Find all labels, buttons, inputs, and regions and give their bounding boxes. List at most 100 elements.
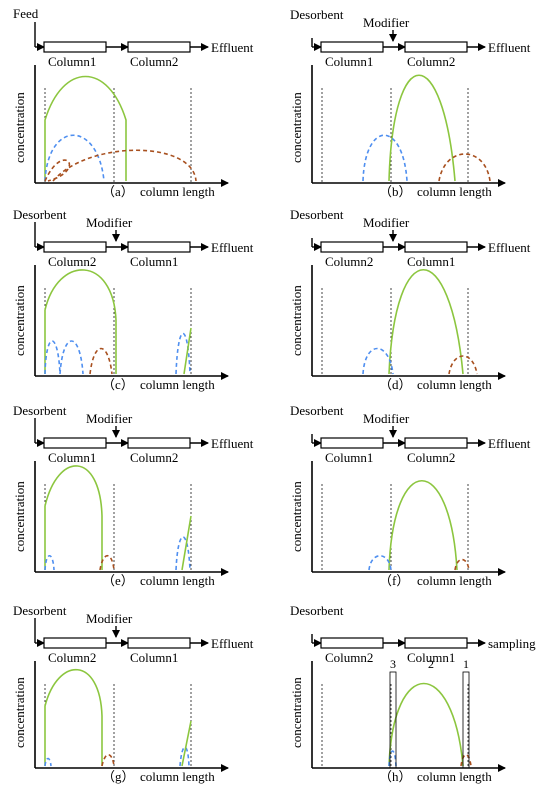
column-box-2: [404, 437, 468, 449]
column-label-2: Column2: [130, 54, 178, 69]
column-box-1: [320, 437, 384, 449]
column-label-2: Column1: [407, 650, 455, 665]
x-axis-label: column length: [417, 573, 492, 588]
outlet-label: Effluent: [211, 436, 254, 451]
y-axis-label: concentration: [289, 677, 304, 748]
panel-label: （c）: [102, 377, 134, 392]
curve-green-1: [388, 682, 464, 767]
column-label-1: Column2: [325, 254, 373, 269]
panel-d: Desorbent Effluent Column2 Column1 Modifier c…: [289, 207, 531, 392]
column-label-2: Column2: [130, 450, 178, 465]
sampling-marker-3: 3: [390, 657, 396, 671]
curve-brown-4: [52, 149, 197, 182]
x-axis-label: column length: [140, 769, 215, 784]
column-box-2: [404, 637, 468, 649]
y-axis-label: concentration: [289, 92, 304, 163]
column-label-2: Column1: [407, 254, 455, 269]
modifier-label: Modifier: [363, 15, 410, 30]
outlet-label: sampling: [488, 636, 536, 651]
curve-green-1: [388, 74, 456, 182]
y-axis-label: concentration: [12, 92, 27, 163]
column-box-1: [43, 437, 107, 449]
y-axis-label: concentration: [289, 481, 304, 552]
curve-brown-3: [454, 558, 470, 571]
panel-label: （a）: [102, 184, 134, 199]
panel-f: Desorbent Effluent Column1 Column2 Modifier c…: [289, 403, 531, 588]
curve-green-5: [181, 515, 192, 571]
modifier-label: Modifier: [363, 215, 410, 230]
curve-green-1: [44, 668, 103, 766]
column-box-2: [127, 637, 191, 649]
y-axis-label: concentration: [12, 677, 27, 748]
column-label-1: Column2: [325, 650, 373, 665]
curve-green-1: [44, 269, 117, 374]
curve-blue-2: [368, 554, 392, 571]
column-box-1: [320, 41, 384, 53]
column-box-1: [320, 637, 384, 649]
column-box-2: [404, 41, 468, 53]
outlet-label: Effluent: [211, 40, 254, 55]
curve-brown-3: [101, 753, 115, 767]
top-label: Desorbent: [290, 207, 344, 222]
sampling-window-3: [389, 671, 397, 769]
curve-blue-3: [59, 340, 84, 375]
panel-label: （h）: [379, 769, 412, 784]
curve-green-5: [181, 720, 192, 767]
column-label-1: Column1: [325, 450, 373, 465]
curve-brown-3: [438, 153, 491, 182]
top-label: Desorbent: [290, 7, 344, 22]
panel-label: （d）: [379, 377, 412, 392]
x-axis-label: column length: [417, 377, 492, 392]
column-box-1: [43, 241, 107, 253]
modifier-label: Modifier: [86, 411, 133, 426]
curve-green-1: [388, 479, 458, 571]
panel-g: Desorbent Effluent Column2 Column1 Modifier c…: [12, 603, 254, 784]
curve-blue-4: [175, 536, 191, 571]
curve-blue-2: [44, 340, 61, 375]
curve-blue-2: [362, 134, 408, 182]
column-box-2: [404, 241, 468, 253]
sampling-window-1: [462, 671, 470, 769]
column-label-1: Column1: [325, 54, 373, 69]
panel-a: Feed Effluent Column1 Column2 concentration （…: [12, 6, 254, 199]
column-box-2: [127, 241, 191, 253]
top-label: Desorbent: [13, 207, 67, 222]
modifier-label: Modifier: [363, 411, 410, 426]
column-box-2: [127, 41, 191, 53]
top-label: Desorbent: [13, 403, 67, 418]
y-axis-label: concentration: [289, 285, 304, 356]
panel-label: （g）: [102, 769, 135, 784]
outlet-label: Effluent: [211, 240, 254, 255]
panel-h: Desorbent sampling Column2 Column1 3 2 1 concen…: [289, 603, 536, 784]
curve-green-1: [44, 465, 103, 570]
x-axis-label: column length: [417, 184, 492, 199]
curve-blue-2: [388, 750, 397, 767]
curve-green-1: [44, 75, 127, 181]
column-label-1: Column2: [48, 650, 96, 665]
x-axis-label: column length: [140, 184, 215, 199]
top-label: Desorbent: [290, 603, 344, 618]
curve-blue-2: [44, 554, 55, 571]
top-label: Desorbent: [13, 603, 67, 618]
curve-brown-4: [89, 347, 113, 375]
panel-b: Desorbent Effluent Column1 Column2 Modifier c…: [289, 7, 531, 199]
column-box-1: [43, 41, 107, 53]
curve-brown-3: [460, 753, 472, 767]
top-label: Feed: [13, 6, 39, 21]
curve-blue-2: [44, 134, 105, 182]
outlet-label: Effluent: [211, 636, 254, 651]
modifier-label: Modifier: [86, 215, 133, 230]
outlet-label: Effluent: [488, 40, 531, 55]
outlet-label: Effluent: [488, 240, 531, 255]
y-axis-label: concentration: [12, 285, 27, 356]
curve-green-1: [388, 269, 464, 375]
column-box-1: [320, 241, 384, 253]
outlet-label: Effluent: [488, 436, 531, 451]
top-label: Desorbent: [290, 403, 344, 418]
column-label-2: Column1: [130, 254, 178, 269]
x-axis-label: column length: [140, 573, 215, 588]
column-label-2: Column2: [407, 450, 455, 465]
panel-label: （f）: [379, 573, 409, 588]
x-axis-label: column length: [140, 377, 215, 392]
